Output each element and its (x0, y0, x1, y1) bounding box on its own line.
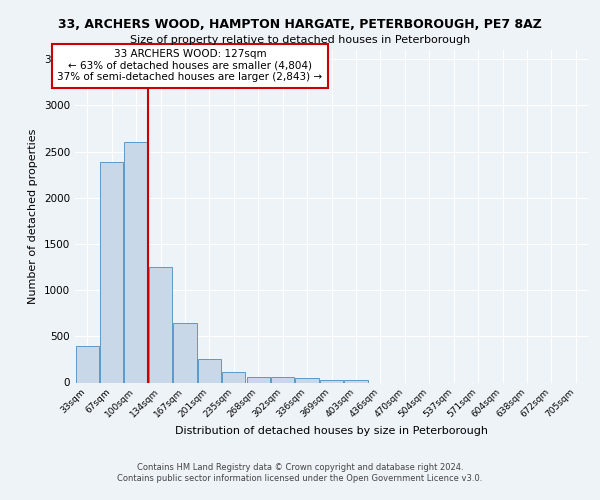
Bar (100, 162, 123, 382)
Bar (344, 380, 368, 382)
X-axis label: Distribution of detached houses by size in Peterborough: Distribution of detached houses by size … (175, 426, 488, 436)
Text: 33 ARCHERS WOOD: 127sqm
← 63% of detached houses are smaller (4,804)
37% of semi: 33 ARCHERS WOOD: 127sqm ← 63% of detache… (57, 49, 322, 82)
Bar (295, 378, 319, 382)
Text: Contains HM Land Registry data © Crown copyright and database right 2024.: Contains HM Land Registry data © Crown c… (137, 462, 463, 471)
Y-axis label: Number of detached properties: Number of detached properties (28, 128, 38, 304)
Text: Contains public sector information licensed under the Open Government Licence v3: Contains public sector information licen… (118, 474, 482, 483)
Bar (222, 372, 245, 382)
Text: 33, ARCHERS WOOD, HAMPTON HARGATE, PETERBOROUGH, PE7 8AZ: 33, ARCHERS WOOD, HAMPTON HARGATE, PETER… (58, 18, 542, 30)
Bar (271, 378, 294, 382)
Bar (124, 142, 148, 382)
Text: Size of property relative to detached houses in Peterborough: Size of property relative to detached ho… (130, 35, 470, 45)
Bar (247, 377, 270, 382)
Bar (76, 346, 99, 382)
Bar (149, 267, 172, 382)
Bar (198, 359, 221, 382)
Bar (320, 380, 343, 382)
Bar (173, 324, 197, 382)
